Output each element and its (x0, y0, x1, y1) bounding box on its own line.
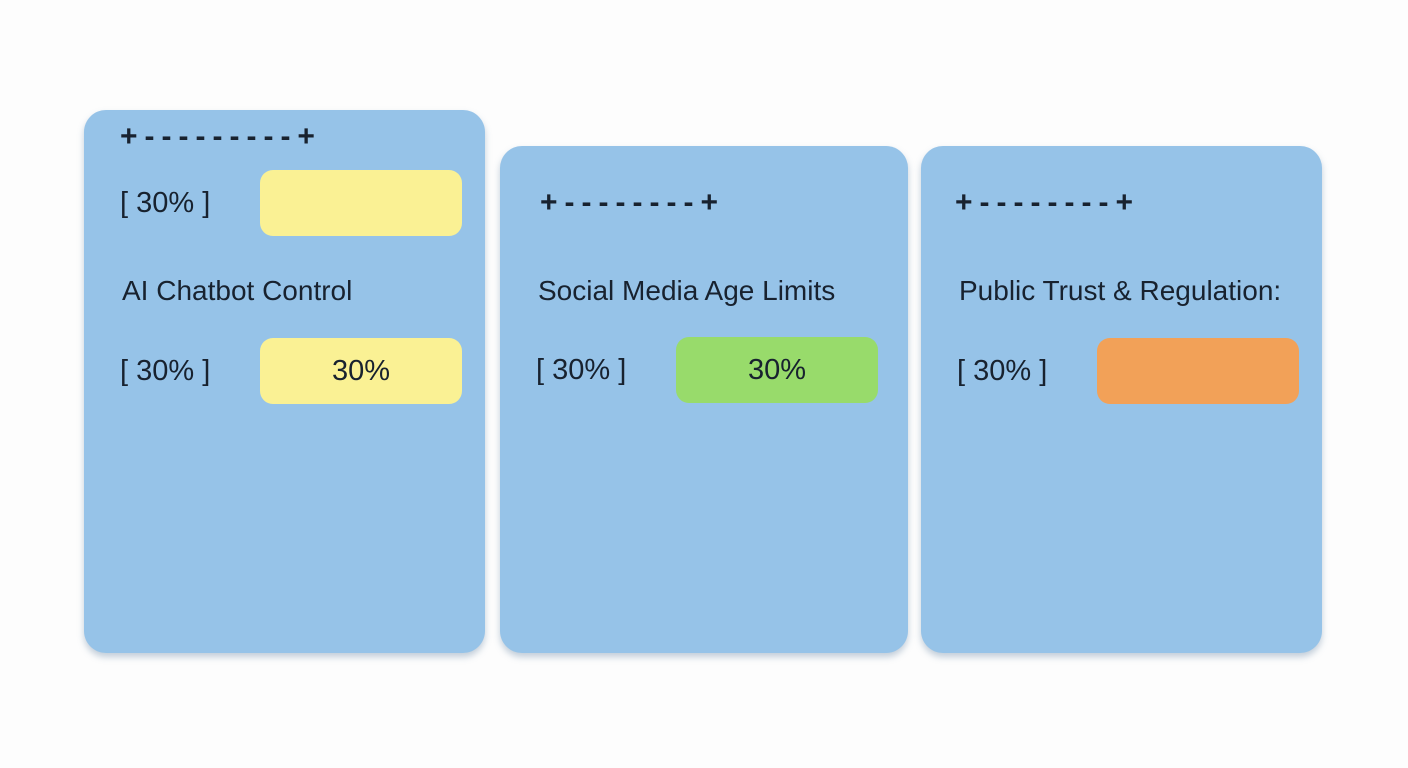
ascii-dashed-connector: +---------+ (120, 120, 322, 153)
stat-row: [ 30% ] 30% (536, 337, 878, 403)
stat-row: [ 30% ] (120, 170, 462, 236)
value-chip-yellow[interactable] (260, 170, 462, 236)
percent-label: [ 30% ] (957, 354, 1048, 387)
card-social-media-age-limits: +--------+ Social Media Age Limits [ 30%… (500, 146, 908, 653)
card-title: AI Chatbot Control (122, 275, 353, 306)
ascii-dashed-connector: +--------+ (540, 186, 725, 219)
value-chip-yellow[interactable]: 30% (260, 338, 462, 404)
stat-row: [ 30% ] (957, 338, 1299, 404)
card-ai-chatbot-control: +---------+ [ 30% ] AI Chatbot Control [… (84, 110, 485, 653)
card-title: Public Trust & Regulation: (959, 275, 1282, 306)
percent-label: [ 30% ] (120, 354, 211, 387)
card-title: Social Media Age Limits (538, 275, 836, 306)
value-chip-orange[interactable] (1097, 338, 1299, 404)
percent-label: [ 30% ] (120, 186, 211, 219)
stat-row: [ 30% ] 30% (120, 338, 462, 404)
card-public-trust-regulation: +--------+ Public Trust & Regulation: [ … (921, 146, 1322, 653)
ascii-dashed-connector: +--------+ (955, 186, 1140, 219)
value-chip-green[interactable]: 30% (676, 337, 878, 403)
percent-label: [ 30% ] (536, 353, 627, 386)
